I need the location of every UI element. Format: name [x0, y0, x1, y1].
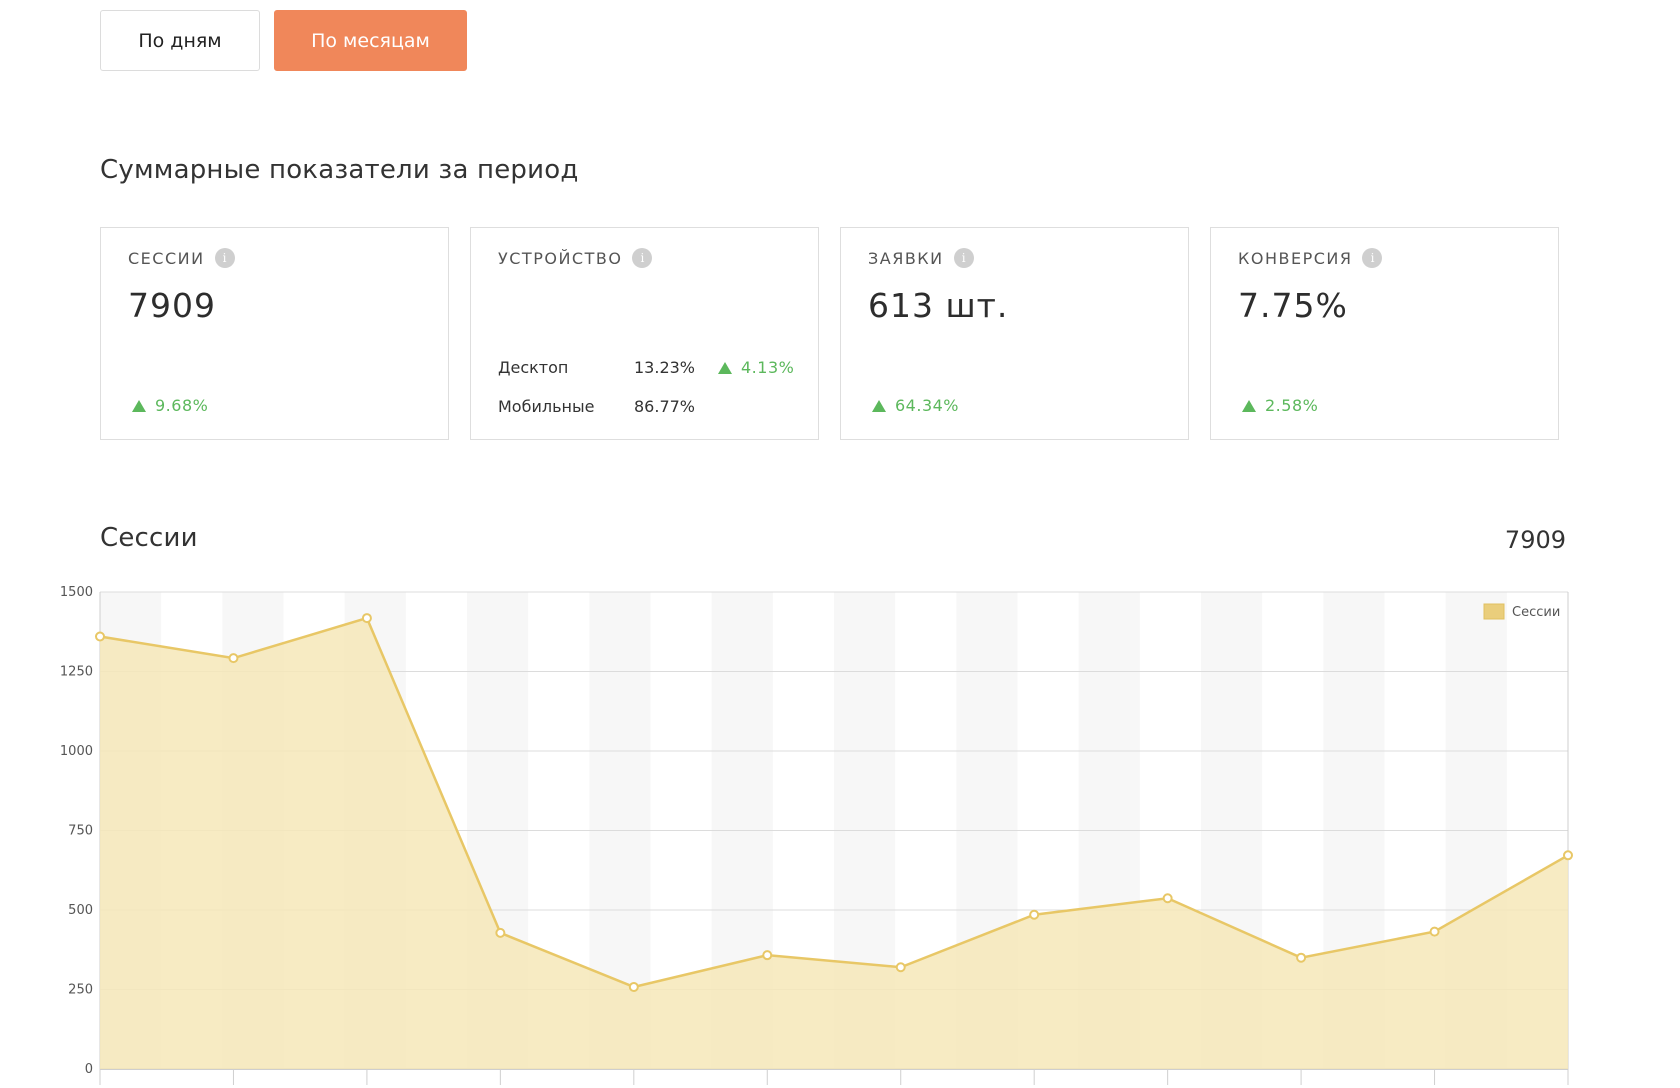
device-share: 86.77%	[634, 397, 696, 416]
chart-total: 7909	[1504, 526, 1566, 554]
device-row-desktop: Десктоп 13.23% 4.13%	[498, 358, 794, 377]
trend-up-icon	[132, 399, 146, 412]
info-icon[interactable]: i	[632, 248, 653, 268]
info-icon[interactable]: i	[1362, 248, 1383, 268]
trend-up-icon	[872, 399, 886, 412]
sessions-card: СЕССИИ i 7909 9.68%	[100, 227, 449, 440]
data-point	[1029, 909, 1040, 920]
device-change: 4.13%	[718, 358, 794, 377]
data-point	[95, 631, 105, 642]
data-point	[762, 950, 773, 961]
requests-value: 613 шт.	[868, 286, 1009, 325]
series-line	[99, 616, 1569, 989]
conversion-change: 2.58%	[1242, 396, 1318, 415]
summary-title: Суммарные показатели за период	[100, 155, 579, 185]
y-tick-label: 1500	[60, 585, 93, 600]
data-point	[628, 981, 639, 992]
y-tick-label: 750	[68, 824, 93, 839]
data-point	[1563, 850, 1573, 861]
requests-card: ЗАЯВКИ i 613 шт. 64.34%	[840, 227, 1189, 440]
conversion-value: 7.75%	[1238, 286, 1348, 325]
data-point	[495, 927, 506, 938]
requests-card-title: ЗАЯВКИ	[868, 248, 944, 268]
series-area	[100, 618, 1568, 1069]
y-tick-label: 0	[85, 1062, 93, 1077]
data-point	[895, 962, 906, 973]
sessions-value: 7909	[128, 286, 216, 325]
sessions-change: 9.68%	[132, 396, 208, 415]
data-point	[1296, 952, 1307, 963]
legend-label: Сессии	[1512, 605, 1560, 620]
data-point	[228, 653, 239, 664]
device-card: УСТРОЙСТВО i Десктоп 13.23% 4.13% Мобиль…	[470, 227, 819, 440]
by-months-button[interactable]: По месяцам	[274, 10, 467, 71]
sessions-change-value: 9.68%	[155, 396, 209, 415]
chart-title: Сессии	[100, 523, 198, 553]
device-row-mobile: Мобильные 86.77%	[498, 397, 714, 416]
data-point	[361, 613, 372, 624]
trend-up-icon	[718, 361, 732, 374]
device-change-value: 4.13%	[741, 358, 795, 377]
y-tick-label: 1250	[60, 665, 93, 680]
conversion-change-value: 2.58%	[1265, 396, 1319, 415]
y-tick-label: 1000	[60, 744, 93, 759]
device-card-title: УСТРОЙСТВО	[498, 248, 623, 268]
by-days-button[interactable]: По дням	[100, 10, 260, 71]
device-label: Десктоп	[498, 358, 569, 377]
conversion-card: КОНВЕРСИЯ i 7.75% 2.58%	[1210, 227, 1559, 440]
trend-up-icon	[1242, 399, 1256, 412]
device-label: Мобильные	[498, 397, 595, 416]
requests-change-value: 64.34%	[895, 396, 960, 415]
device-share: 13.23%	[634, 358, 696, 377]
sessions-card-title: СЕССИИ	[128, 248, 205, 268]
info-icon[interactable]: i	[214, 248, 235, 268]
y-tick-label: 500	[68, 903, 93, 918]
legend-swatch	[1483, 603, 1505, 620]
y-tick-label: 250	[68, 983, 93, 998]
requests-change: 64.34%	[872, 396, 959, 415]
data-point	[1162, 893, 1173, 904]
data-point	[1429, 926, 1440, 937]
conversion-card-title: КОНВЕРСИЯ	[1238, 248, 1353, 268]
info-icon[interactable]: i	[953, 248, 974, 268]
